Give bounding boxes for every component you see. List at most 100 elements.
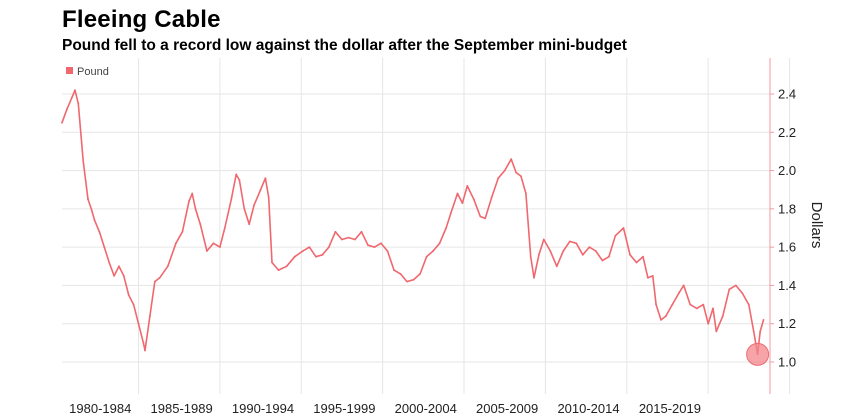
data-point <box>108 261 111 264</box>
chart-subtitle: Pound fell to a record low against the d… <box>62 37 627 54</box>
data-point <box>122 275 125 277</box>
y-tick-label-7: 2.4 <box>778 87 796 102</box>
x-tick-label-4: 2000-2004 <box>395 401 457 416</box>
data-point <box>695 307 698 310</box>
data-point <box>529 255 532 258</box>
data-point <box>188 200 190 203</box>
data-point <box>707 322 710 325</box>
data-point <box>520 175 522 178</box>
y-tick-label-6: 2.2 <box>778 125 796 140</box>
x-tick-label-3: 1995-1999 <box>313 401 375 416</box>
data-point <box>77 102 80 105</box>
data-point <box>341 238 343 241</box>
data-point <box>515 171 517 174</box>
data-point <box>293 255 296 258</box>
data-point <box>191 192 194 195</box>
data-point <box>456 192 459 195</box>
data-point <box>741 292 744 294</box>
legend-label-pound: Pound <box>77 66 109 78</box>
y-tick-label-4: 1.8 <box>778 201 796 216</box>
data-point <box>660 319 662 321</box>
data-point <box>510 158 513 161</box>
data-point <box>438 242 441 245</box>
data-point <box>354 238 356 241</box>
data-point <box>549 250 552 252</box>
data-point <box>253 204 256 206</box>
data-point <box>689 303 692 306</box>
data-point <box>132 303 135 306</box>
data-point <box>503 169 506 172</box>
y-tick-label-3: 1.6 <box>778 240 796 255</box>
data-point <box>285 265 288 268</box>
data-point <box>87 198 89 201</box>
y-tick-label-5: 2.0 <box>778 163 796 178</box>
data-point <box>678 292 680 294</box>
data-point <box>393 269 395 271</box>
data-point <box>406 280 408 283</box>
data-point <box>759 330 762 333</box>
data-point <box>230 198 233 201</box>
data-point <box>671 303 674 306</box>
data-point <box>555 265 558 268</box>
y-tick-label-1: 1.2 <box>778 316 796 331</box>
data-point <box>479 215 482 218</box>
data-point <box>721 315 724 317</box>
gridlines <box>62 58 791 394</box>
data-point <box>608 255 610 258</box>
data-point <box>235 173 238 176</box>
data-point <box>90 208 93 210</box>
data-point <box>461 202 464 205</box>
record-low-circle <box>746 342 770 366</box>
data-point <box>212 242 215 245</box>
data-point <box>137 322 140 325</box>
data-point <box>264 177 267 180</box>
data-point <box>412 278 415 281</box>
legend: Pound <box>66 66 109 78</box>
data-point <box>113 275 115 277</box>
data-point <box>484 217 487 220</box>
data-point <box>734 284 737 287</box>
y-tick-label-2: 1.4 <box>778 278 796 293</box>
data-point <box>271 261 273 264</box>
data-point <box>432 250 434 252</box>
record-low-marker <box>746 342 770 366</box>
data-point <box>655 303 657 306</box>
data-point <box>581 253 584 256</box>
data-point <box>490 196 493 199</box>
series-line-pound <box>61 89 765 356</box>
data-point <box>702 303 705 306</box>
data-point <box>715 330 718 333</box>
data-point <box>223 227 226 229</box>
x-axis-ticks: 1980-1984 1985-1989 1990-1994 1995-1999 2000… <box>69 401 701 416</box>
data-point <box>425 255 428 258</box>
data-point <box>166 265 169 268</box>
data-point <box>594 250 597 252</box>
data-point <box>622 227 625 229</box>
data-point <box>206 250 208 252</box>
data-point <box>562 250 565 252</box>
data-point <box>315 255 317 258</box>
data-point <box>308 246 311 249</box>
data-point <box>497 177 500 180</box>
data-point <box>194 208 197 210</box>
data-point <box>277 269 280 271</box>
data-point <box>142 342 145 344</box>
data-point <box>466 185 469 187</box>
legend-swatch-pound <box>66 67 73 74</box>
data-point <box>267 196 270 199</box>
y-tick-label-0: 1.0 <box>778 355 796 370</box>
x-tick-label-0: 1980-1984 <box>69 401 131 416</box>
data-point <box>93 219 96 222</box>
data-point <box>533 276 535 279</box>
data-point <box>98 230 101 233</box>
data-point <box>380 242 382 245</box>
data-point <box>762 319 765 321</box>
data-point <box>70 96 73 99</box>
data-point <box>647 276 649 279</box>
data-point <box>472 198 475 201</box>
data-point <box>347 236 350 239</box>
data-point <box>568 240 571 243</box>
data-point <box>74 89 76 92</box>
data-point <box>328 246 330 249</box>
y-axis-ticks: 1.0 1.2 1.4 1.6 1.8 2.0 2.2 2.4 <box>770 87 796 370</box>
